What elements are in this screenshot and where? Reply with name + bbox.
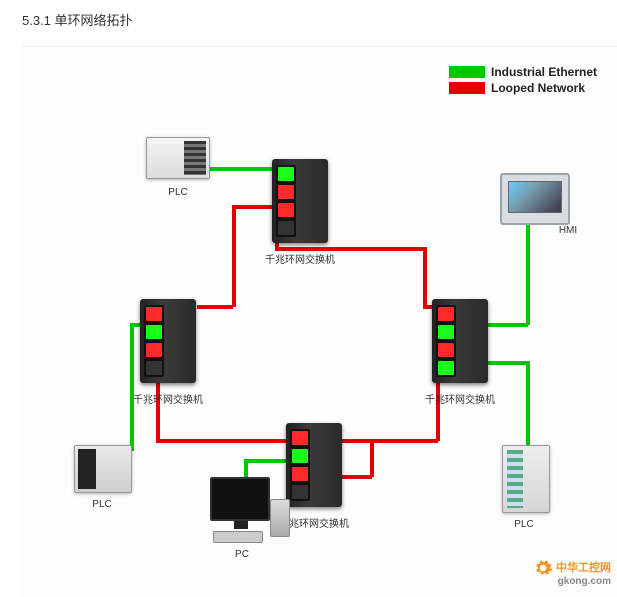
switch-port xyxy=(146,343,162,357)
watermark: 中华工控网 gkong.com xyxy=(533,558,611,587)
loop-line xyxy=(197,305,233,309)
loop-line xyxy=(232,205,236,307)
switch-port xyxy=(438,307,454,321)
device-label: PLC xyxy=(168,187,187,198)
legend-ethernet: Industrial Ethernet xyxy=(449,65,597,79)
switch-port xyxy=(438,325,454,339)
switch-port xyxy=(146,307,162,321)
device-label: PC xyxy=(235,549,249,560)
pc-monitor xyxy=(210,477,270,521)
gigabit-ring-switch xyxy=(432,299,488,383)
legend-label-ethernet: Industrial Ethernet xyxy=(491,65,597,79)
gigabit-ring-switch xyxy=(140,299,196,383)
gear-icon xyxy=(533,558,553,578)
switch-port xyxy=(292,431,308,445)
device-label: 千兆环网交换机 xyxy=(425,391,495,406)
legend: Industrial Ethernet Looped Network xyxy=(449,65,597,97)
switch-port xyxy=(292,449,308,463)
pc-tower xyxy=(270,499,290,537)
loop-line xyxy=(342,475,372,479)
device-label: HMI xyxy=(559,225,577,236)
gigabit-ring-switch xyxy=(272,159,328,243)
switch-port xyxy=(278,185,294,199)
ethernet-line xyxy=(526,361,530,449)
device-label: 千兆环网交换机 xyxy=(265,251,335,266)
loop-line xyxy=(156,439,290,443)
watermark-brand: 中华工控网 xyxy=(556,562,611,574)
gigabit-ring-switch xyxy=(286,423,342,507)
legend-swatch-loop xyxy=(449,82,485,94)
loop-line xyxy=(232,205,277,209)
plc-device xyxy=(146,137,210,179)
switch-port xyxy=(292,485,308,499)
legend-label-loop: Looped Network xyxy=(491,81,585,95)
ethernet-line xyxy=(208,167,274,171)
loop-line xyxy=(370,439,374,477)
ethernet-line xyxy=(526,217,530,325)
switch-port xyxy=(146,361,162,375)
topology-canvas: Industrial Ethernet Looped Network 中华工控网… xyxy=(22,46,617,597)
plc-device xyxy=(74,445,132,493)
device-label: 千兆环网交换机 xyxy=(133,391,203,406)
legend-swatch-ethernet xyxy=(449,66,485,78)
switch-port xyxy=(146,325,162,339)
switch-port xyxy=(278,203,294,217)
switch-port xyxy=(438,361,454,375)
switch-port xyxy=(438,343,454,357)
device-label: PLC xyxy=(92,499,111,510)
ethernet-line xyxy=(488,361,528,365)
ethernet-line xyxy=(244,459,292,463)
switch-port xyxy=(278,167,294,181)
loop-line xyxy=(423,247,427,307)
switch-port xyxy=(278,221,294,235)
page-title: 5.3.1 单环网络拓扑 xyxy=(22,10,133,29)
loop-line xyxy=(342,439,438,443)
hmi-panel xyxy=(500,173,570,225)
ethernet-line xyxy=(488,323,528,327)
plc-device xyxy=(502,445,550,513)
switch-port xyxy=(292,467,308,481)
legend-loop: Looped Network xyxy=(449,81,597,95)
device-label: PLC xyxy=(514,519,533,530)
pc-keyboard xyxy=(213,531,263,543)
ethernet-line xyxy=(130,323,134,451)
